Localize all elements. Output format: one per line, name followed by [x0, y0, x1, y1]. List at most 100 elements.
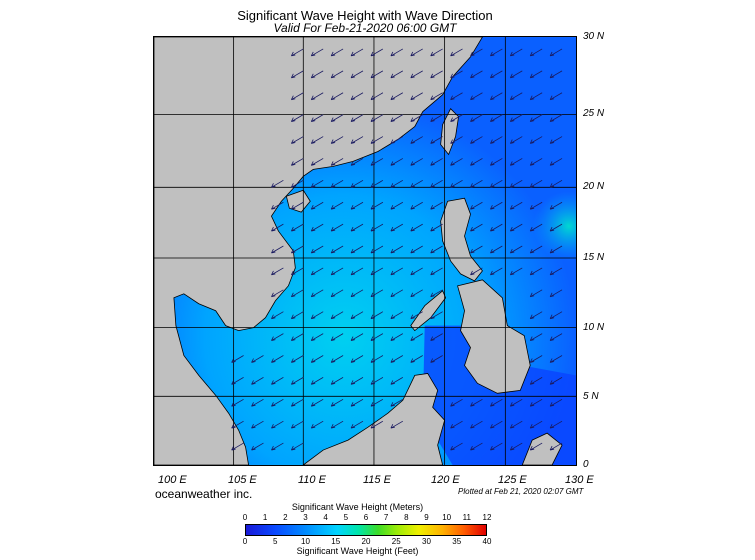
wave-direction-arrow [290, 442, 304, 451]
wave-direction-arrow [350, 420, 364, 429]
lon-label-105e: 105 E [228, 474, 257, 486]
wave-direction-arrow [310, 114, 324, 122]
meter-tick-label: 8 [404, 513, 409, 522]
wave-direction-arrow [350, 377, 364, 385]
wave-direction-arrow [490, 136, 503, 144]
wave-direction-arrow [231, 355, 244, 363]
lat-label-5n: 5 N [583, 391, 599, 402]
wave-direction-arrow [549, 398, 563, 407]
wave-direction-arrow [410, 289, 423, 298]
wave-direction-arrow [509, 70, 523, 79]
meter-tick-label: 10 [442, 513, 452, 522]
wave-direction-arrow [529, 114, 543, 122]
wave-direction-arrow [350, 92, 364, 101]
wave-direction-arrow [310, 245, 324, 254]
wave-direction-arrow [290, 267, 304, 276]
lon-label-120e: 120 E [431, 474, 460, 486]
wave-direction-arrow [370, 355, 384, 363]
wave-direction-arrow [390, 245, 404, 254]
wave-direction-arrow [330, 311, 344, 320]
wave-direction-arrow [390, 223, 404, 232]
wave-direction-arrow [330, 289, 344, 298]
wave-direction-arrow [549, 179, 563, 188]
wave-direction-arrow [350, 333, 364, 341]
wave-direction-arrow [549, 92, 563, 101]
sheltered-sea-east [422, 325, 576, 465]
wave-direction-arrow [470, 223, 483, 232]
wave-direction-arrow [390, 179, 404, 188]
wave-direction-arrow [370, 136, 384, 144]
wave-direction-arrow [470, 245, 483, 254]
wave-direction-arrow [529, 398, 543, 407]
wave-direction-arrow [509, 420, 523, 429]
wave-direction-arrow [370, 398, 384, 407]
wave-direction-arrow [509, 114, 523, 122]
wave-direction-arrow [370, 158, 384, 166]
wave-direction-arrow [390, 377, 404, 385]
wave-direction-arrow [330, 201, 344, 210]
colorbar-title-meters: Significant Wave Height (Meters) [291, 502, 424, 512]
wave-direction-arrow [529, 179, 543, 188]
wave-direction-arrow [390, 333, 404, 341]
wave-direction-arrow [529, 420, 543, 429]
wave-direction-arrow [271, 355, 284, 363]
wave-direction-arrow [290, 179, 304, 188]
wave-direction-arrow [470, 267, 483, 276]
wave-direction-arrow [330, 48, 344, 57]
wave-direction-arrows [231, 48, 563, 451]
wave-direction-arrow [529, 442, 543, 451]
meter-tick-label: 3 [303, 513, 308, 522]
wave-direction-arrow [470, 179, 483, 188]
wave-direction-arrow [350, 398, 364, 407]
wave-direction-arrow [490, 48, 503, 57]
wave-direction-arrow [490, 92, 503, 101]
wave-direction-arrow [390, 158, 404, 166]
wave-direction-arrow [410, 223, 423, 232]
wave-direction-arrow [350, 201, 364, 210]
wave-direction-arrow [251, 377, 264, 385]
wave-direction-arrow [410, 179, 423, 188]
wave-direction-arrow [290, 377, 304, 385]
wave-direction-arrow [529, 355, 543, 363]
wave-direction-arrow [509, 398, 523, 407]
wave-direction-arrow [390, 267, 404, 276]
wave-direction-arrow [271, 223, 284, 232]
wave-direction-arrow [470, 92, 483, 101]
wave-direction-arrow [231, 398, 244, 407]
wave-direction-arrow [310, 311, 324, 320]
wave-direction-arrow [450, 136, 463, 144]
wave-direction-arrow [430, 245, 443, 254]
wave-direction-arrow [410, 267, 423, 276]
lat-label-20n: 20 N [583, 181, 605, 192]
wave-direction-arrow [390, 201, 404, 210]
wave-direction-arrow [370, 289, 384, 298]
feet-tick-label: 20 [361, 537, 371, 546]
wave-direction-arrow [470, 158, 483, 166]
wave-direction-arrow [370, 420, 384, 429]
wave-direction-arrow [490, 179, 503, 188]
wave-direction-arrow [430, 289, 443, 298]
wave-direction-arrow [509, 201, 523, 210]
wave-direction-arrow [430, 267, 443, 276]
wave-height-colorbar [245, 524, 487, 536]
wave-direction-arrow [310, 179, 324, 188]
meter-tick-label: 4 [323, 513, 328, 522]
wave-direction-arrow [370, 179, 384, 188]
meter-tick-label: 2 [283, 513, 288, 522]
wave-direction-arrow [390, 48, 404, 57]
wave-direction-arrow [390, 70, 404, 79]
wave-direction-arrow [290, 136, 304, 144]
wave-direction-arrow [330, 136, 344, 144]
wave-direction-arrow [549, 136, 563, 144]
wave-direction-arrow [290, 333, 304, 341]
wave-direction-arrow [529, 289, 543, 298]
wave-direction-arrow [410, 114, 423, 122]
palawan-island [410, 290, 447, 332]
wave-direction-arrow [470, 420, 483, 429]
wave-direction-arrow [310, 333, 324, 341]
philippines-luzon [440, 197, 483, 282]
meter-tick-label: 1 [262, 513, 268, 522]
wave-direction-arrow [290, 92, 304, 101]
wave-direction-arrow [251, 398, 264, 407]
wave-direction-arrow [509, 92, 523, 101]
